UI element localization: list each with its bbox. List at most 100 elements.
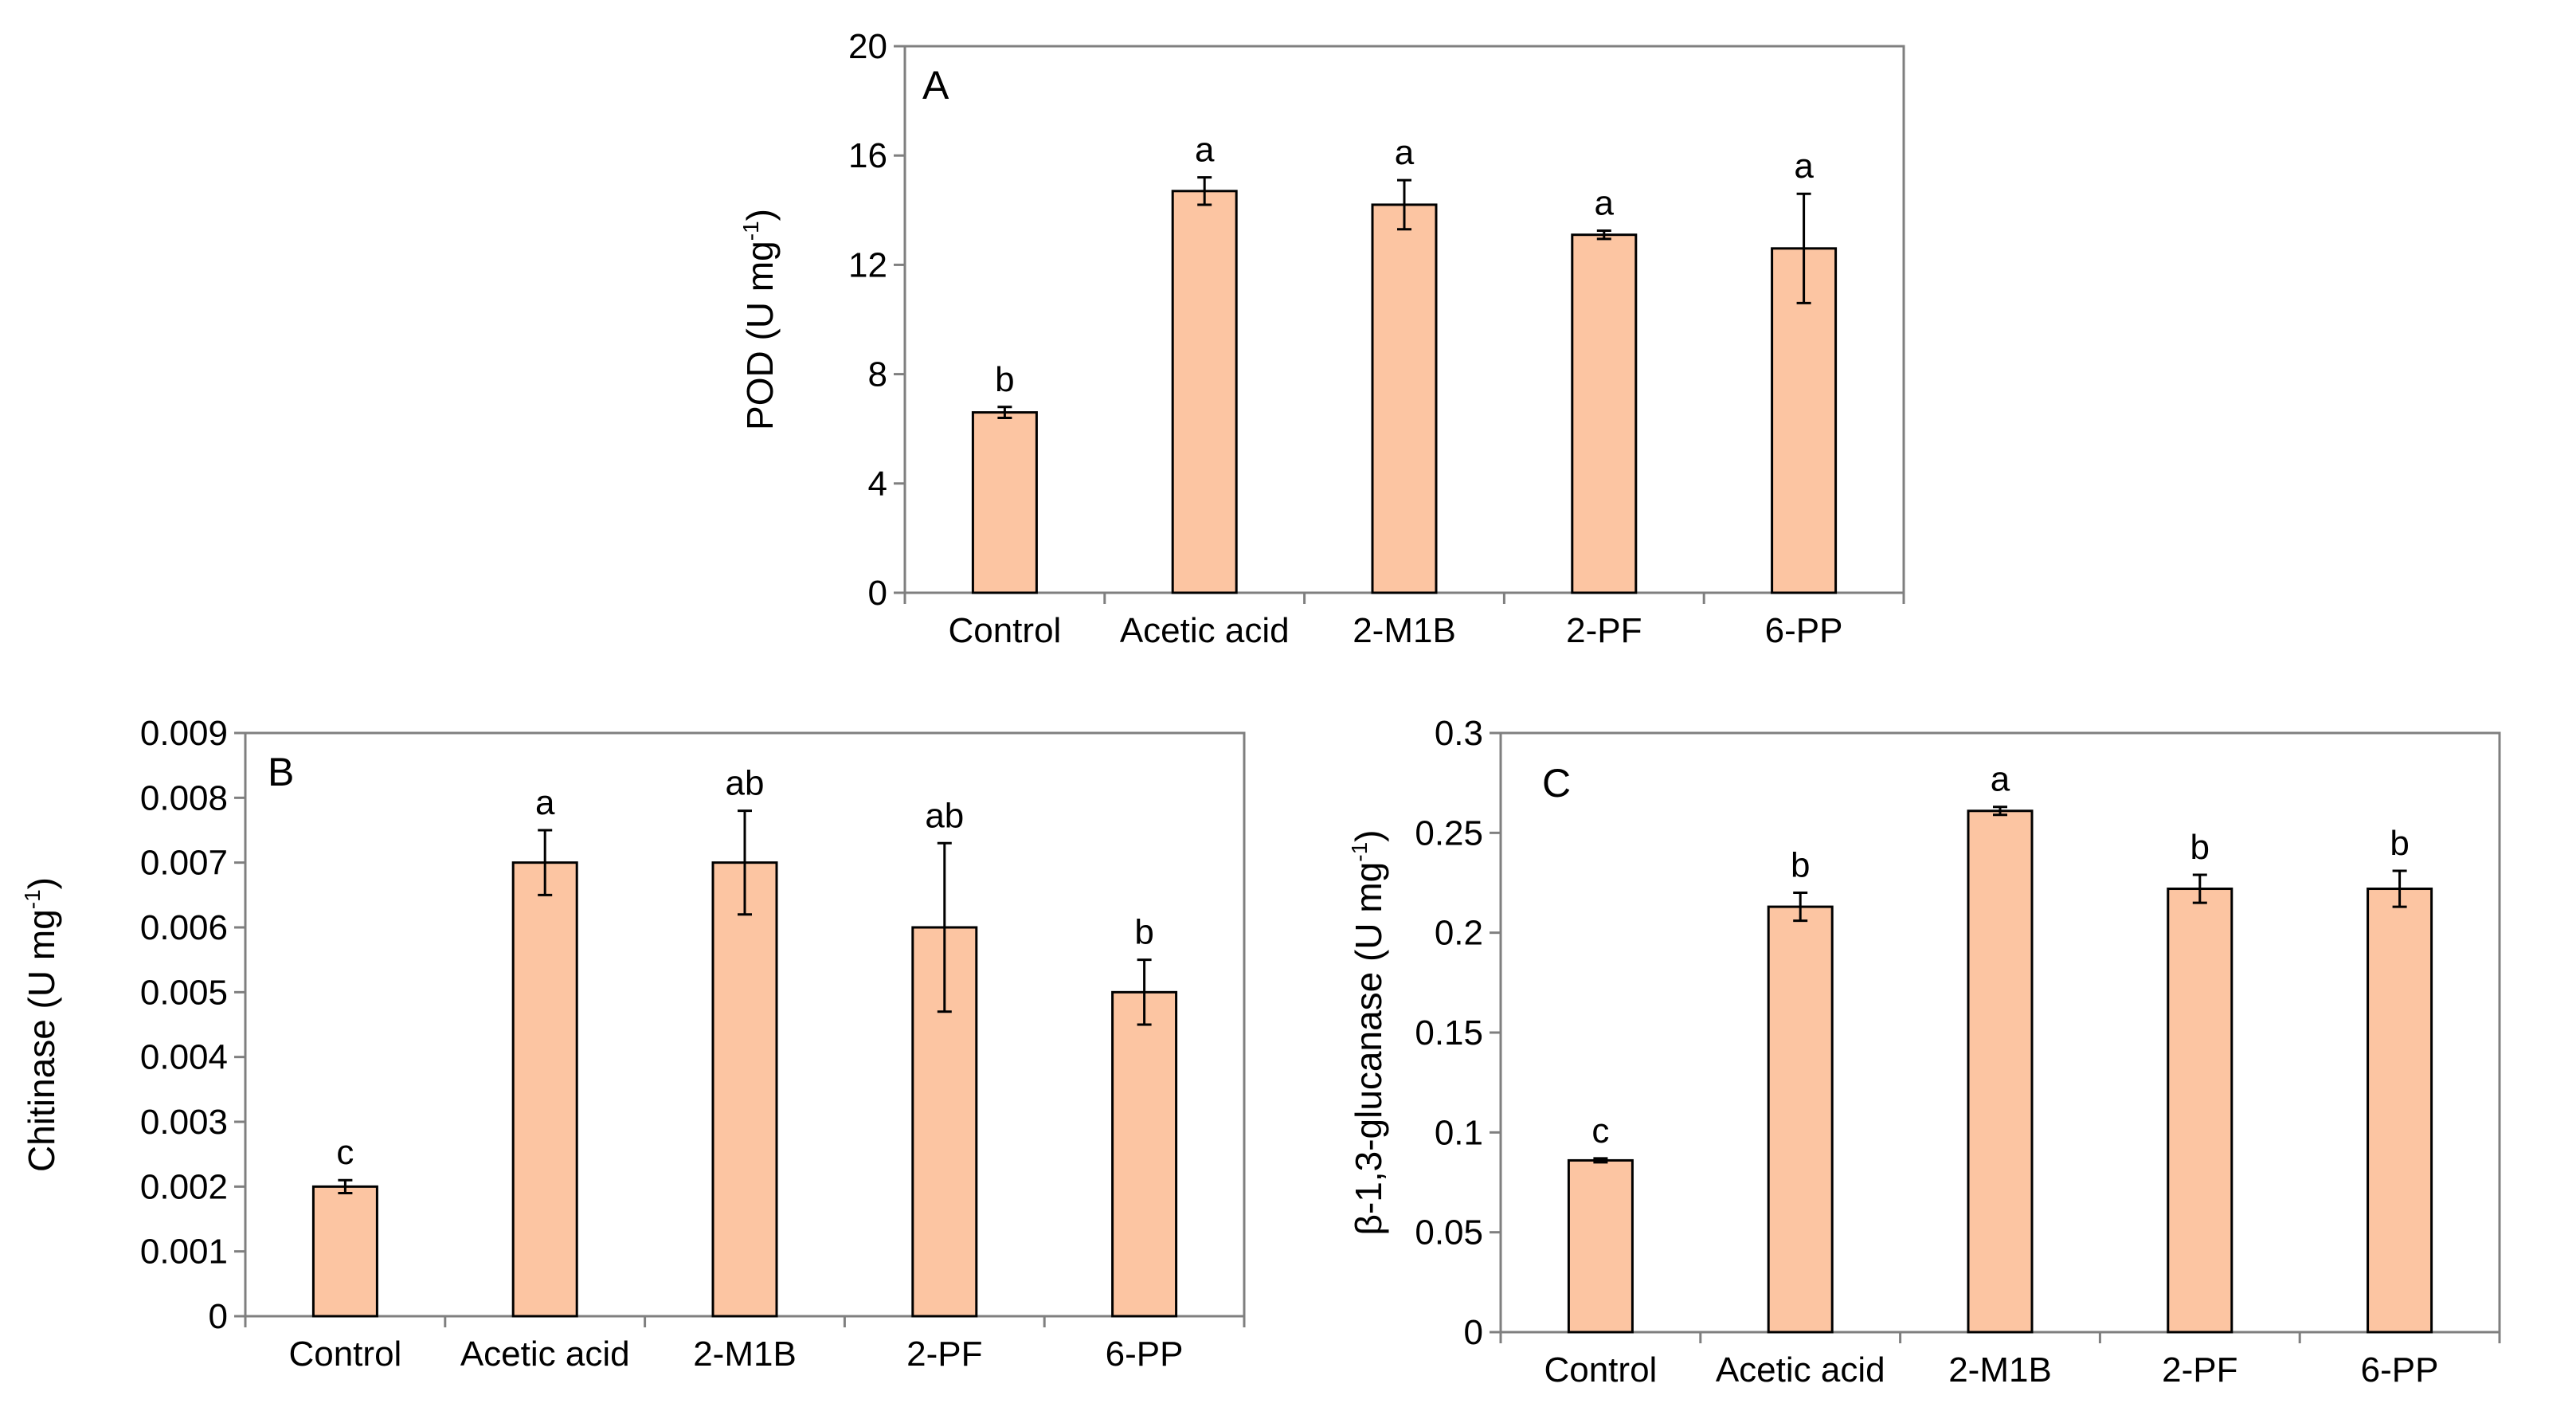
significance-label-glucanase-acetic-acid: b	[1791, 846, 1810, 885]
y-tick-label-chitinase: 0	[209, 1297, 228, 1336]
error-bar-pod-6-pp	[1796, 192, 1811, 304]
significance-label-pod-2-m1b: a	[1395, 133, 1415, 172]
significance-label-glucanase-6-pp: b	[2390, 824, 2409, 863]
significance-label-chitinase-acetic-acid: a	[535, 783, 555, 822]
error-bar-glucanase-2-pf	[2192, 873, 2207, 904]
error-bar-pod-control	[997, 406, 1012, 419]
bar-glucanase-control	[1567, 1158, 1634, 1334]
y-tick-label-chitinase: 0.001	[140, 1233, 228, 1272]
significance-label-glucanase-2-pf: b	[2190, 828, 2210, 867]
y-tick-label-pod: 4	[868, 464, 887, 504]
significance-label-chitinase-6-pp: b	[1134, 913, 1153, 952]
chart-panel-chitinase: B Chitinase (U mg-1) 0 0.001 0.002 0.003 0.0…	[20, 714, 1246, 1374]
panel-label-b: B	[268, 750, 294, 794]
error-bar-chitinase-2-m1b	[738, 809, 752, 916]
bar-pod-control	[971, 411, 1038, 594]
y-axis-label-glucanase: β-1,3-glucanase (U mg-1)	[1347, 830, 1389, 1236]
significance-label-pod-6-pp: a	[1794, 147, 1814, 186]
x-tick-label-glucanase-acetic-acid: Acetic acid	[1716, 1350, 1885, 1390]
x-tick-label-glucanase-2-pf: 2-PF	[2162, 1350, 2237, 1390]
error-bar-pod-acetic-acid	[1197, 176, 1212, 206]
x-tick-label-glucanase-2-m1b: 2-M1B	[1948, 1350, 2052, 1390]
significance-label-chitinase-control: c	[336, 1133, 354, 1172]
x-tick-label-pod-6-pp: 6-PP	[1765, 611, 1843, 650]
y-tick-label-glucanase: 0.3	[1435, 714, 1483, 753]
svg-text:Chitinase (U mg-1): Chitinase (U mg-1)	[20, 877, 62, 1172]
y-tick-label-chitinase: 0.008	[140, 778, 228, 817]
bar-pod-2-m1b	[1371, 203, 1438, 594]
y-axis-label-glucanase-close: )	[1348, 830, 1389, 842]
significance-label-chitinase-2-m1b: ab	[726, 764, 765, 803]
chart-panel-pod: A POD (U mg-1) 0 4 8 12 16 20 b Control a Acetic …	[738, 27, 1905, 650]
error-bar-pod-2-pf	[1596, 229, 1611, 241]
y-tick-label-chitinase: 0.004	[140, 1038, 228, 1077]
significance-label-glucanase-2-m1b: a	[1991, 760, 2010, 799]
error-bar-glucanase-2-m1b	[1993, 805, 2007, 817]
y-tick-label-glucanase: 0.15	[1415, 1013, 1483, 1052]
bar-glucanase-2-pf	[2167, 888, 2233, 1334]
y-tick-label-pod: 20	[848, 27, 887, 66]
x-tick-label-glucanase-control: Control	[1544, 1350, 1657, 1390]
error-bar-glucanase-control	[1593, 1157, 1608, 1164]
bar-chitinase-acetic-acid	[511, 861, 578, 1318]
y-tick-label-pod: 8	[868, 355, 887, 394]
bar-pod-6-pp	[1771, 247, 1838, 594]
error-bar-chitinase-control	[338, 1178, 353, 1194]
bar-pod-2-pf	[1571, 233, 1638, 594]
bar-pod-acetic-acid	[1171, 190, 1238, 594]
x-tick-label-glucanase-6-pp: 6-PP	[2361, 1350, 2439, 1390]
x-tick-label-pod-2-m1b: 2-M1B	[1353, 611, 1456, 650]
x-tick-label-chitinase-control: Control	[288, 1335, 401, 1374]
y-tick-label-chitinase: 0.006	[140, 908, 228, 947]
x-tick-label-chitinase-2-m1b: 2-M1B	[693, 1335, 797, 1374]
error-bar-glucanase-6-pp	[2392, 869, 2407, 908]
y-tick-label-pod: 16	[848, 136, 887, 175]
svg-text:β-1,3-glucanase (U mg-1): β-1,3-glucanase (U mg-1)	[1347, 830, 1389, 1236]
y-axis-label-chitinase-main: Chitinase (U mg	[21, 909, 62, 1172]
error-bar-glucanase-acetic-acid	[1793, 892, 1808, 923]
panel-label-c: C	[1542, 761, 1571, 805]
y-tick-label-chitinase: 0.002	[140, 1167, 228, 1206]
error-bar-chitinase-2-pf	[937, 841, 952, 1013]
bar-glucanase-acetic-acid	[1767, 905, 1834, 1334]
y-tick-label-glucanase: 0.25	[1415, 813, 1483, 853]
y-axis-label-chitinase: Chitinase (U mg-1)	[20, 877, 62, 1172]
y-tick-label-glucanase: 0.1	[1435, 1113, 1483, 1152]
y-tick-label-chitinase: 0.005	[140, 973, 228, 1012]
y-axis-label-pod-close: )	[739, 209, 781, 221]
x-tick-label-chitinase-6-pp: 6-PP	[1106, 1335, 1184, 1374]
svg-text:POD (U mg-1): POD (U mg-1)	[738, 209, 781, 430]
significance-label-pod-2-pf: a	[1595, 184, 1615, 223]
bar-glucanase-6-pp	[2367, 888, 2433, 1334]
y-tick-label-chitinase: 0.007	[140, 844, 228, 883]
y-tick-label-glucanase: 0	[1464, 1313, 1483, 1352]
y-tick-label-chitinase: 0.009	[140, 714, 228, 753]
y-axis-label-glucanase-sup: -1	[1347, 842, 1372, 862]
bar-chitinase-6-pp	[1111, 990, 1178, 1318]
x-tick-label-pod-2-pf: 2-PF	[1566, 611, 1642, 650]
y-axis-label-chitinase-sup: -1	[20, 889, 45, 909]
y-axis-label-pod-main: POD (U mg	[739, 241, 781, 430]
y-axis-label-glucanase-main: β-1,3-glucanase (U mg	[1348, 862, 1389, 1236]
bar-chitinase-2-m1b	[711, 861, 778, 1318]
error-bar-chitinase-6-pp	[1137, 958, 1152, 1026]
y-tick-label-pod: 0	[868, 574, 887, 613]
y-axis-label-chitinase-close: )	[21, 877, 62, 889]
y-axis-label-pod: POD (U mg-1)	[738, 209, 781, 430]
x-tick-label-chitinase-2-pf: 2-PF	[906, 1335, 982, 1374]
x-tick-label-pod-acetic-acid: Acetic acid	[1120, 611, 1290, 650]
error-bar-chitinase-acetic-acid	[538, 829, 553, 896]
significance-label-chitinase-2-pf: ab	[925, 796, 964, 835]
y-axis-label-pod-sup: -1	[738, 221, 763, 241]
bar-glucanase-2-m1b	[1967, 809, 2034, 1334]
significance-label-pod-acetic-acid: a	[1195, 131, 1215, 170]
panel-label-a: A	[922, 63, 949, 108]
y-tick-label-glucanase: 0.2	[1435, 914, 1483, 953]
y-tick-label-glucanase: 0.05	[1415, 1213, 1483, 1252]
bar-chitinase-control	[311, 1185, 378, 1318]
significance-label-glucanase-control: c	[1591, 1111, 1609, 1150]
significance-label-pod-control: b	[995, 360, 1014, 399]
x-tick-label-chitinase-acetic-acid: Acetic acid	[460, 1335, 630, 1374]
chart-panel-glucanase: C β-1,3-glucanase (U mg-1) 0 0.05 0.1 0.15 0…	[1347, 714, 2501, 1390]
